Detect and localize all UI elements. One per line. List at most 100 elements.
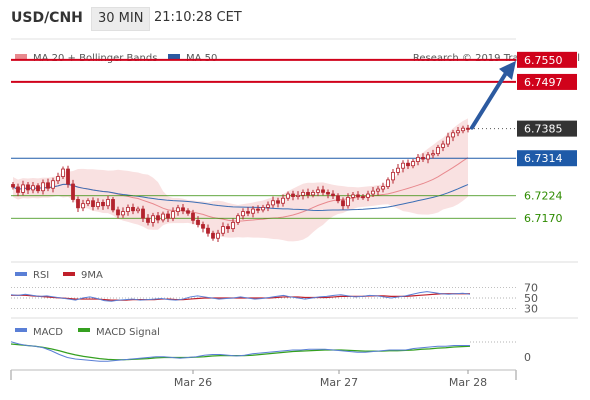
candle-body [66, 168, 70, 185]
candle-body [341, 200, 345, 207]
candle-body [216, 232, 220, 239]
candle-body [261, 206, 265, 211]
candle-body [456, 130, 460, 134]
candle-body [171, 211, 175, 219]
x-axis: Mar 26 Mar 27 Mar 28 [174, 370, 487, 389]
legend-swatch-macd [15, 328, 27, 332]
legend-label-ma50: MA 50 [186, 53, 217, 64]
candle-body [366, 193, 370, 198]
candle-body [156, 215, 160, 221]
candle-body [241, 211, 245, 217]
candle-body [251, 208, 255, 214]
candle-body [331, 193, 335, 197]
rsi-ma-line [11, 293, 470, 301]
macd-panel: 0 [10, 341, 531, 364]
candle-body [386, 179, 390, 187]
candle-body [166, 213, 170, 219]
candle-body [211, 232, 215, 239]
candle-body [111, 199, 115, 211]
candle-body [126, 206, 130, 212]
legend-swatch-bollinger [15, 54, 27, 60]
candle-body [56, 176, 60, 182]
candle-body [371, 190, 375, 195]
candle-body [106, 199, 110, 207]
main-price-panel: 6.7550 6.7497 6.7385 6.7314 6.7224 6.7170 [11, 51, 577, 242]
candle-body [136, 208, 140, 212]
candle-body [376, 188, 380, 192]
candle-body [271, 200, 275, 206]
candle-body [321, 189, 325, 193]
candle-body [191, 212, 195, 221]
candle-body [436, 146, 440, 155]
level-label-box [517, 51, 577, 68]
legend-label-macd-signal: MACD Signal [96, 327, 160, 338]
candle-body [46, 182, 50, 189]
candle-body [81, 203, 85, 209]
candle-body [311, 191, 315, 196]
candle-body [131, 206, 135, 212]
level-label-box [517, 120, 577, 137]
candle-body [451, 132, 455, 138]
candle-body [316, 189, 320, 193]
x-tick-label: Mar 28 [449, 376, 487, 389]
candle-body [296, 194, 300, 197]
candle-body [266, 204, 270, 208]
level-label: 6.7170 [524, 212, 563, 225]
level-label: 6.7314 [524, 152, 563, 165]
legend-swatch-rsi-ma [63, 272, 75, 276]
candle-body [86, 200, 90, 205]
instrument-title: USD/CNH [11, 10, 83, 26]
legend-swatch-ma50 [168, 54, 180, 60]
candle-body [396, 167, 400, 173]
candle-body [201, 224, 205, 229]
candle-body [146, 217, 150, 223]
legend-label-rsi-ma: 9MA [81, 270, 103, 281]
candle-body [281, 197, 285, 204]
forecast-arrow-shaft [470, 67, 510, 130]
candle-body [361, 196, 365, 199]
candle-body [286, 193, 290, 199]
candle-body [186, 210, 190, 214]
candle-body [71, 183, 75, 200]
candle-body [401, 162, 405, 169]
candle-body [116, 209, 120, 216]
candle-body [406, 162, 410, 167]
candle-body [391, 171, 395, 181]
candle-body [206, 227, 210, 234]
level-label: 6.7385 [524, 123, 563, 136]
rsi-tick-label: 70 [524, 281, 538, 294]
legend-label-macd: MACD [33, 327, 63, 338]
candle-body [41, 182, 45, 192]
bollinger-band [13, 118, 468, 242]
timeframe-badge[interactable]: 30 MIN [91, 7, 151, 31]
candle-body [411, 161, 415, 167]
legend-label-bollinger: MA 20 + Bollinger Bands [33, 53, 157, 64]
forecast-arrow-head [499, 60, 516, 80]
level-label-box [517, 150, 577, 167]
candle-body [141, 208, 145, 219]
candle-body [351, 194, 355, 198]
candle-body [11, 184, 15, 188]
candle-body [36, 185, 40, 192]
credit-text: Research © 2019 Trading Central [413, 53, 580, 64]
candle-body [96, 201, 100, 207]
x-tick-label: Mar 26 [174, 376, 212, 389]
candle-body [246, 211, 250, 214]
macd-signal-line [10, 343, 471, 361]
macd-tick-label: 0 [524, 351, 531, 364]
candle-body [31, 185, 35, 191]
candle-body [226, 226, 230, 230]
candle-body [51, 180, 55, 189]
timestamp: 21:10:28 CET [154, 10, 242, 25]
level-label: 6.7224 [524, 190, 563, 203]
level-label-box [517, 73, 577, 90]
macd-line [10, 341, 470, 362]
candle-body [326, 191, 330, 195]
candle-body [256, 208, 260, 211]
rsi-tick-label: 30 [524, 303, 538, 316]
candle-body [21, 184, 25, 193]
legend-swatch-rsi [15, 272, 27, 276]
ma50-line [12, 183, 469, 212]
candle-body [446, 136, 450, 145]
